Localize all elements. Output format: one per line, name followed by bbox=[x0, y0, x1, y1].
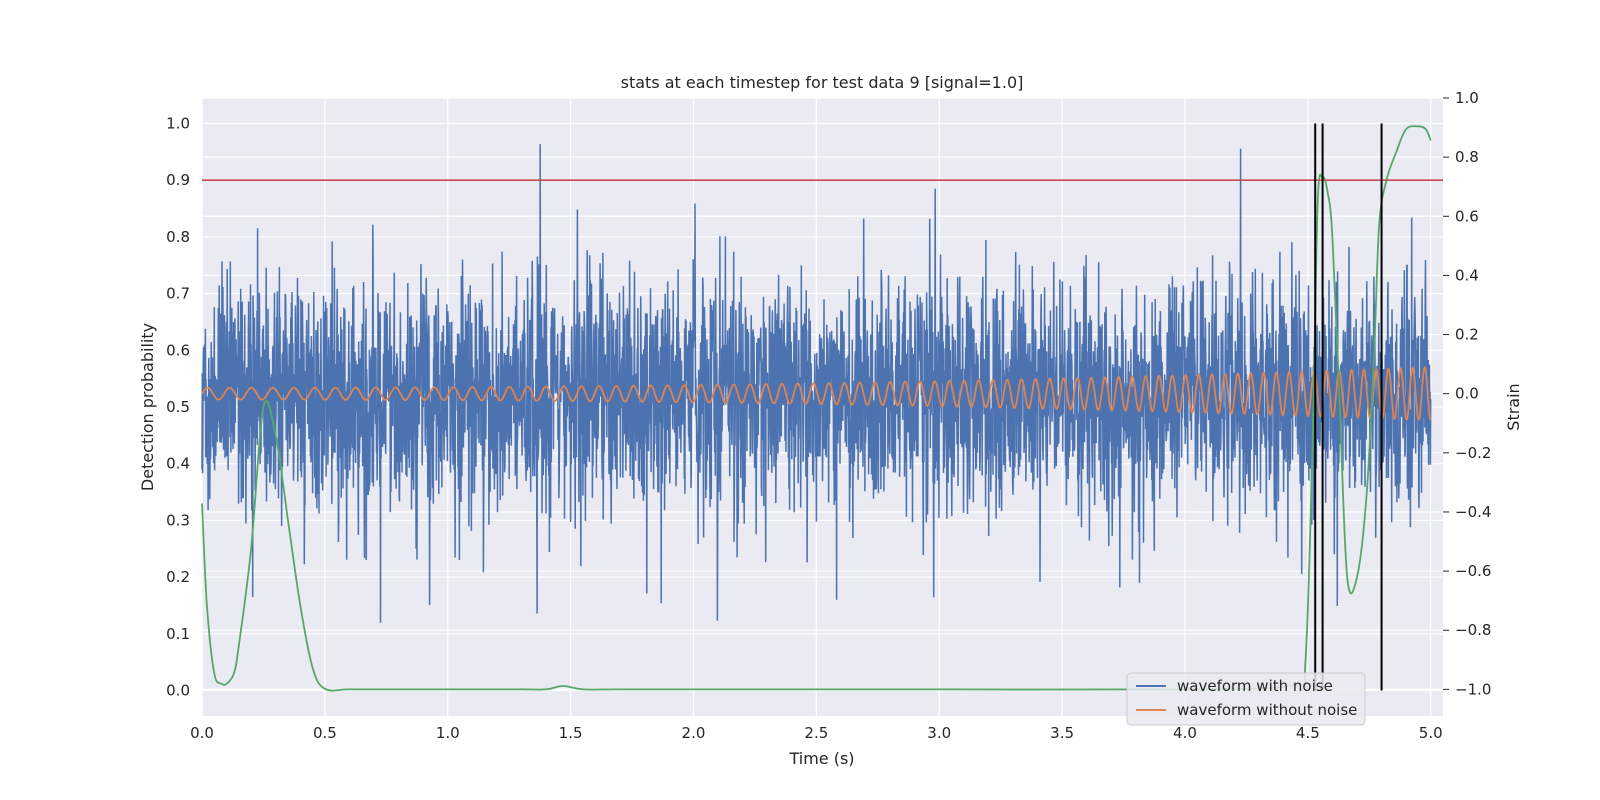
y2-tick-label: 0.6 bbox=[1455, 207, 1479, 225]
x-tick-label: 4.5 bbox=[1296, 724, 1320, 742]
x-tick-label: 4.0 bbox=[1173, 724, 1197, 742]
legend-box bbox=[1126, 672, 1366, 726]
y-tick-label: 0.0 bbox=[166, 681, 190, 699]
y-tick-label: 0.4 bbox=[166, 455, 190, 473]
y2-tick-label: −0.8 bbox=[1455, 621, 1491, 639]
axes: 0.0 0.5 1.0 1.5 2.0 2.5 3.0 3.5 4.0 4.5 5.0 0.0 0.1 0… bbox=[166, 89, 1491, 742]
x-axis-label: Time (s) bbox=[788, 749, 854, 768]
x-tick-label: 2.0 bbox=[682, 724, 706, 742]
plot-lines bbox=[201, 123, 1443, 692]
x-tick-label: 0.0 bbox=[190, 724, 214, 742]
series-line-waveform-with-noise bbox=[201, 144, 1432, 623]
y-tick-label: 0.6 bbox=[166, 341, 190, 359]
y2-tick-label: 0.2 bbox=[1455, 326, 1479, 344]
y-tick-label: 0.8 bbox=[166, 228, 190, 246]
y2-tick-label: 1.0 bbox=[1455, 89, 1479, 107]
y-tick-label: 1.0 bbox=[166, 115, 190, 133]
x-tick-label: 3.5 bbox=[1050, 724, 1074, 742]
x-tick-label: 0.5 bbox=[313, 724, 337, 742]
legend-label-noisy: waveform with noise bbox=[1177, 677, 1333, 695]
y-tick-label: 0.7 bbox=[166, 285, 190, 303]
y2-tick-label: 0.0 bbox=[1455, 385, 1479, 403]
x-tick-label: 3.0 bbox=[927, 724, 951, 742]
y2-tick-label: 0.4 bbox=[1455, 266, 1479, 284]
y-tick-label: 0.2 bbox=[166, 568, 190, 586]
y-tick-label: 0.9 bbox=[166, 171, 190, 189]
legend: waveform with noise waveform without noi… bbox=[1126, 672, 1366, 726]
y2-tick-label: −1.0 bbox=[1455, 680, 1491, 698]
x-tick-label: 5.0 bbox=[1419, 724, 1443, 742]
y2-tick-label: −0.6 bbox=[1455, 562, 1491, 580]
y-tick-label: 0.3 bbox=[166, 511, 190, 529]
series-line-detection-probability bbox=[201, 125, 1432, 692]
series-line-waveform-without-noise bbox=[201, 365, 1432, 422]
y-tick-label: 0.5 bbox=[166, 398, 190, 416]
y-axis-label: Detection probability bbox=[138, 323, 157, 491]
legend-label-clean: waveform without noise bbox=[1177, 701, 1357, 719]
y-tick-label: 0.1 bbox=[166, 625, 190, 643]
y2-axis-label: Strain bbox=[1504, 383, 1523, 430]
x-tick-label: 2.5 bbox=[804, 724, 828, 742]
chart-title: stats at each timestep for test data 9 [… bbox=[621, 73, 1024, 92]
y2-tick-label: −0.2 bbox=[1455, 444, 1491, 462]
y2-tick-label: 0.8 bbox=[1455, 148, 1479, 166]
x-tick-label: 1.0 bbox=[436, 724, 460, 742]
y2-tick-label: −0.4 bbox=[1455, 503, 1491, 521]
x-tick-label: 1.5 bbox=[559, 724, 583, 742]
